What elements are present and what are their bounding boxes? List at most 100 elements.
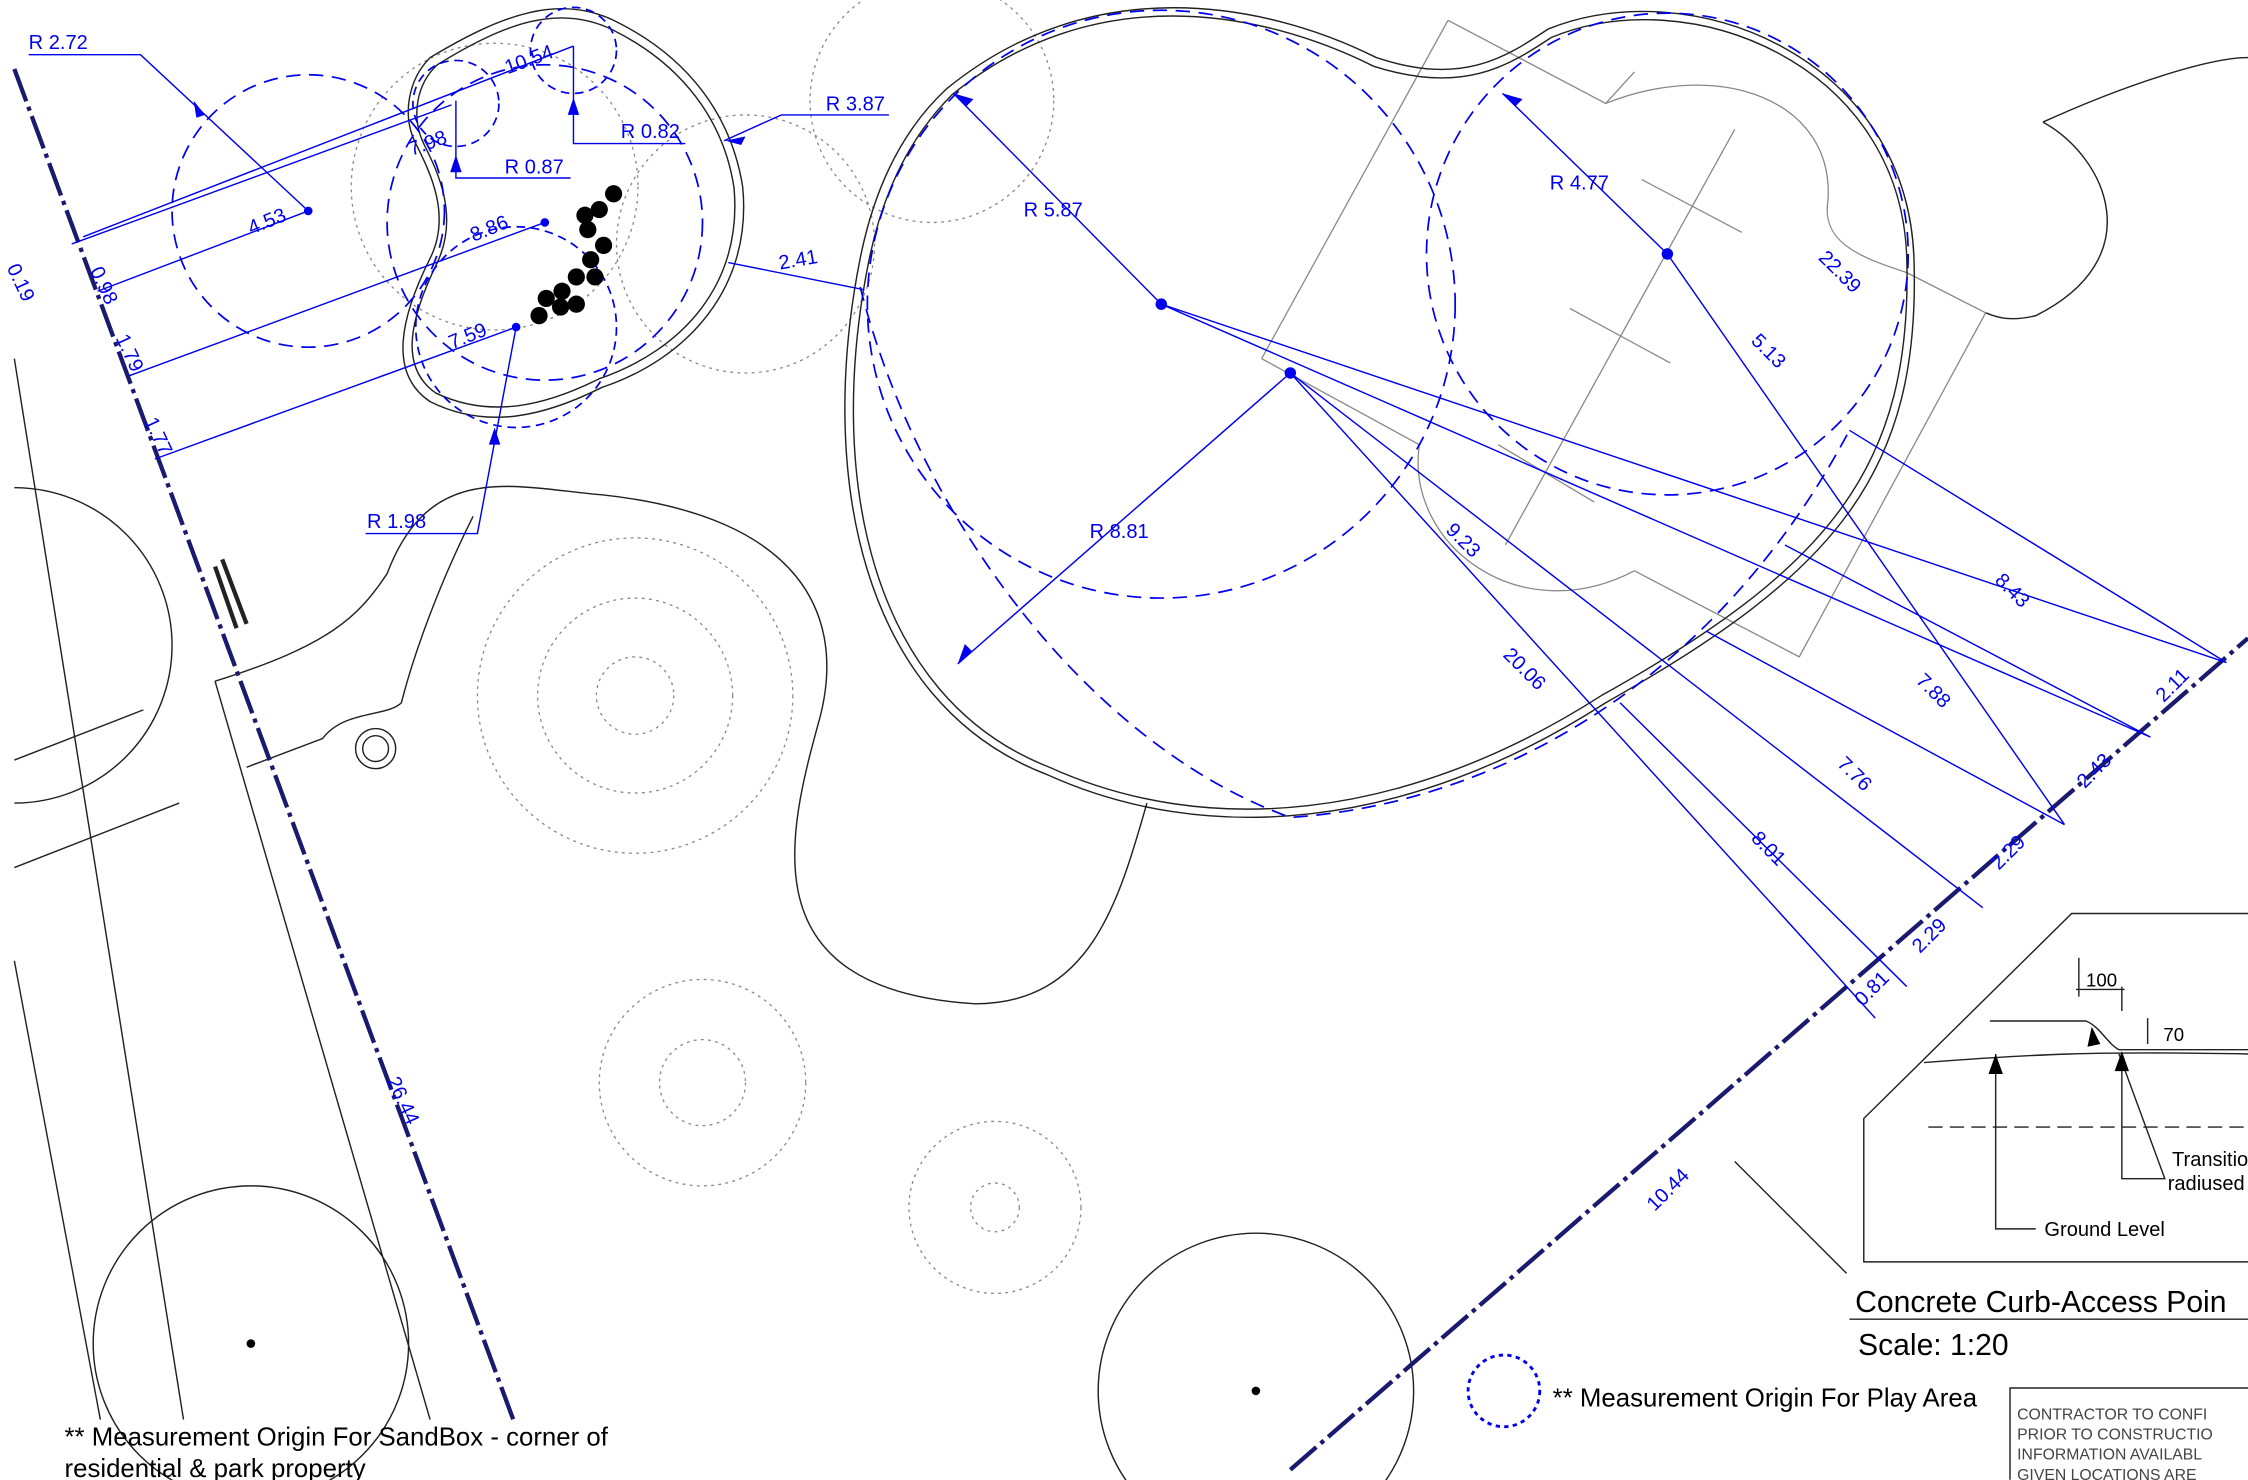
dimension-label: 7.59: [446, 319, 490, 354]
background-linework-part: [971, 1183, 1020, 1232]
dimension-label: 1.77: [140, 414, 176, 459]
sandbox-posts-part: [530, 307, 547, 324]
background-linework-part: [1098, 1233, 1413, 1480]
background-linework-part: [1735, 1162, 1847, 1274]
sandbox-posts-part: [568, 296, 585, 313]
dimension-label: 1.79: [111, 331, 147, 376]
page: Play Area Setout Plan {"dimension_labels…: [0, 0, 2248, 1480]
sandbox-posts-part: [538, 290, 555, 307]
background-linework-part: [14, 803, 179, 868]
dimension-label: 8.86: [467, 211, 511, 246]
background-linework-part: [215, 559, 247, 628]
detail-note: Ground Level: [2044, 1219, 2164, 1241]
dimension-lines-part-part: [540, 218, 549, 227]
dimension-label: R 0.87: [505, 157, 564, 179]
curb-detail-part: [1996, 958, 2165, 1229]
contractor-note: INFORMATION AVAILABL: [2017, 1447, 2202, 1464]
setout-circles-part: [860, 287, 1849, 817]
dimension-lines-part-part: [304, 207, 313, 216]
dimension-label: R 1.98: [367, 511, 426, 533]
dimension-label: 26.44: [382, 1073, 423, 1128]
dimension-label: 0.81: [1851, 967, 1894, 1010]
background-linework-part: [477, 538, 792, 853]
detail-note: radiused: [2168, 1173, 2245, 1195]
detail-note: Transitio: [2172, 1149, 2248, 1171]
sandbox-posts-part: [595, 237, 612, 254]
sandbox-posts-part: [586, 268, 603, 285]
dimension-label: R 5.87: [1024, 200, 1083, 222]
dimension-label: 4.53: [245, 204, 289, 239]
background-linework-part: [215, 486, 1147, 1003]
dimension-label: R 3.87: [826, 94, 885, 116]
dimension-label: 7.98: [406, 127, 450, 161]
dimension-label: 2.11: [2152, 664, 2194, 706]
dimension-lines-part-part: [1156, 298, 1167, 309]
contractor-note: GIVEN LOCATIONS ARE: [2017, 1467, 2196, 1480]
site-plan: R 2.72 10.54 7.98 R 0.82 R 3.87 R 0.87 4.53 8.8…: [0, 0, 2248, 1480]
background-linework-part: [1262, 20, 1986, 657]
origin-note: residential & park property: [65, 1455, 366, 1480]
dimension-label: 10.54: [502, 41, 557, 79]
contractor-note: PRIOR TO CONSTRUCTIO: [2017, 1427, 2213, 1444]
background-linework-part: [538, 598, 733, 793]
background-linework-part: [14, 359, 183, 1420]
background-linework-part: [1252, 1387, 1261, 1396]
dimension-label: 8.43: [1990, 569, 2033, 612]
background-linework-part: [247, 516, 474, 767]
curb-detail-part: [1989, 1027, 2130, 1074]
background-linework-part: [14, 710, 143, 760]
background-linework: [14, 0, 2248, 1480]
dimension-label: R 8.81: [1090, 521, 1149, 543]
background-linework-part: [14, 961, 100, 1420]
sandbox-posts-part: [582, 251, 599, 268]
detail-dim: 70: [2163, 1024, 2184, 1045]
dimension-label: 7.88: [1912, 670, 1955, 713]
dimension-label: 7.76: [1833, 753, 1876, 796]
play-area-edge-part: [845, 8, 1914, 818]
dimension-label: 2.29: [1908, 914, 1951, 957]
notes: ** Measurement Origin For Play Area ** M…: [65, 1385, 2248, 1480]
origin-note: ** Measurement Origin For SandBox - corn…: [65, 1423, 609, 1451]
dimension-labels: R 2.72 10.54 7.98 R 0.82 R 3.87 R 0.87 4.53 8.8…: [2, 32, 2194, 1216]
dimension-lines-part-part: [1285, 367, 1296, 378]
sandbox-posts-part: [568, 268, 585, 285]
detail-dim: 100: [2086, 970, 2117, 991]
detail-scale: Scale: 1:20: [1858, 1329, 2009, 1362]
dimension-label: 2.29: [1987, 831, 2030, 874]
sandbox-posts-part: [552, 298, 569, 315]
dimension-label: R 0.82: [621, 121, 680, 143]
background-linework-part: [1418, 85, 1907, 591]
dimension-lines-part: [953, 93, 2226, 1018]
origin-note: ** Measurement Origin For Play Area: [1553, 1385, 1978, 1413]
background-linework-part: [596, 657, 673, 734]
dimension-label: 22.39: [1814, 247, 1865, 298]
sandbox-posts: [530, 185, 622, 324]
play-area-edge-part: [853, 16, 1907, 809]
contractor-note: CONTRACTOR TO CONFI: [2017, 1407, 2207, 1424]
dimension-label: R 2.72: [29, 32, 88, 54]
background-linework-part: [909, 1121, 1081, 1293]
background-linework-part: [14, 488, 172, 803]
background-linework-part: [599, 979, 805, 1185]
curb-detail-part: [1864, 913, 2248, 1261]
dimension-lines-part-part: [512, 323, 521, 332]
dimension-label: 0.98: [85, 263, 121, 308]
body: R 2.72 10.54 7.98 R 0.82 R 3.87 R 0.87 4.53 8.8…: [0, 0, 2248, 1480]
background-linework-part: [659, 1040, 745, 1126]
boundary-line-part: [1468, 1355, 1540, 1427]
curb-detail-part: [1924, 1021, 2248, 1063]
background-linework-part: [247, 1339, 256, 1348]
background-linework-part: [363, 736, 389, 762]
curb-detail: 100 70 Transitio radiused Ground Level C…: [1849, 913, 2248, 1362]
detail-title: Concrete Curb-Access Poin: [1855, 1286, 2226, 1319]
background-linework-part: [215, 681, 430, 1419]
background-linework-part: [1986, 58, 2248, 319]
sandbox-posts-part: [576, 207, 593, 224]
dimension-label: 5.13: [1747, 330, 1790, 373]
background-linework-part: [356, 729, 396, 769]
dimension-label: 0.19: [2, 260, 38, 305]
dimension-label: 9.23: [1441, 519, 1484, 562]
dimension-lines-part-part: [1662, 248, 1673, 259]
sandbox-posts-part: [605, 185, 622, 202]
dimension-label: R 4.77: [1550, 172, 1609, 194]
